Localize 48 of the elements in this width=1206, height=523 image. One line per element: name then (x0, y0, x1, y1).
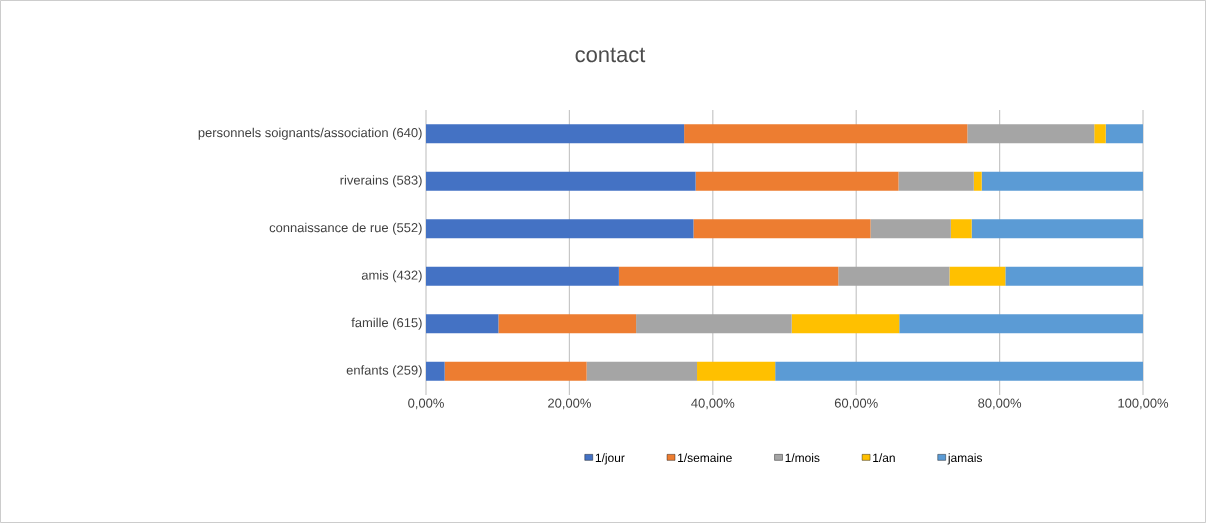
y-tick-label: connaissance de rue (552) (269, 222, 422, 235)
legend-label: 1/mois (785, 453, 820, 463)
x-tick-label: 80,00% (978, 398, 1022, 410)
bar (697, 361, 776, 381)
bar (899, 314, 1144, 334)
bar (426, 219, 694, 239)
bar (898, 171, 974, 191)
bar (971, 219, 1144, 239)
y-tick-label: enfants (259) (346, 365, 422, 378)
x-tick-label: 20,00% (548, 398, 591, 410)
bar (426, 124, 685, 144)
y-tick-label: famille (615) (351, 317, 422, 330)
bar (967, 124, 1095, 144)
bar (684, 124, 968, 144)
bar (973, 171, 982, 191)
bar (775, 361, 1144, 381)
bar (1094, 124, 1106, 144)
legend-label: 1/an (873, 453, 895, 463)
bar (586, 361, 698, 381)
x-tick-label: 0,00% (408, 398, 444, 410)
y-tick-label: riverains (583) (340, 175, 422, 188)
bar (693, 219, 871, 239)
bar (981, 171, 1144, 191)
bar (426, 266, 619, 286)
bar (1005, 266, 1144, 286)
bar (636, 314, 792, 334)
legend-label: jamais (947, 453, 982, 465)
bar (1105, 124, 1144, 144)
chart-title: contact (575, 47, 646, 63)
y-tick-label: personnels soignants/association (640) (198, 127, 422, 140)
legend-label: 1/semaine (678, 453, 732, 463)
bar (426, 171, 696, 191)
bar (444, 361, 587, 381)
bar (950, 219, 972, 239)
y-tick-label: amis (432) (361, 270, 422, 283)
bar (870, 219, 951, 239)
legend-label: 1/jour (595, 453, 625, 465)
bar (695, 171, 899, 191)
bar (838, 266, 950, 286)
bar (618, 266, 839, 286)
bar (426, 361, 445, 381)
x-tick-label: 100,00% (1118, 398, 1169, 410)
bar (426, 314, 499, 334)
bar (791, 314, 900, 334)
x-tick-label: 60,00% (834, 398, 878, 410)
bar (498, 314, 637, 334)
bar (949, 266, 1006, 286)
x-tick-label: 40,00% (691, 398, 735, 410)
